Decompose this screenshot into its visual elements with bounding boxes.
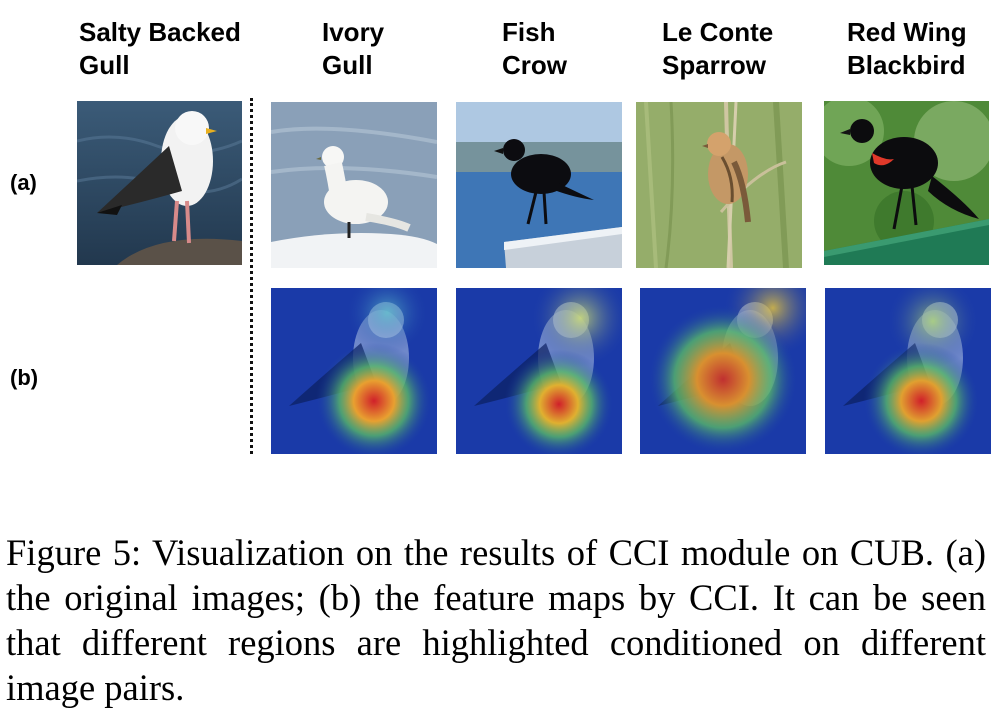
column-label-red-wing-blackbird: Red Wing Blackbird [847, 16, 967, 82]
image-le-conte-sparrow [636, 102, 802, 268]
feature-map-fish-crow [456, 288, 622, 454]
column-label-line1: Red Wing [847, 17, 967, 47]
image-red-wing-blackbird [824, 101, 989, 265]
feature-map-le-conte-sparrow [640, 288, 806, 454]
column-label-ivory-gull: Ivory Gull [322, 16, 384, 82]
column-label-le-conte-sparrow: Le Conte Sparrow [662, 16, 773, 82]
feature-map-ivory-gull [271, 288, 437, 454]
column-label-line2: Sparrow [662, 50, 767, 80]
column-label-salty-backed-gull: Salty Backed Gull [79, 16, 241, 82]
image-fish-crow [456, 102, 622, 268]
row-label-b: (b) [10, 365, 39, 390]
image-ivory-gull [271, 102, 437, 268]
column-label-line1: Fish [502, 17, 556, 47]
row-label-a: (a) [10, 170, 37, 195]
column-label-line2: Gull [79, 50, 130, 80]
column-label-fish-crow: Fish Crow [502, 16, 567, 82]
image-salty-backed-gull [77, 101, 242, 265]
column-label-line2: Blackbird [847, 50, 966, 80]
figure-caption: Figure 5: Visualization on the results o… [6, 532, 986, 708]
column-label-line1: Ivory [322, 17, 385, 47]
column-label-line2: Crow [502, 50, 567, 80]
dotted-divider [250, 98, 253, 454]
feature-map-red-wing-blackbird [825, 288, 991, 454]
column-label-line2: Gull [322, 50, 373, 80]
column-label-line1: Salty Backed [79, 17, 241, 47]
column-label-line1: Le Conte [662, 17, 774, 47]
